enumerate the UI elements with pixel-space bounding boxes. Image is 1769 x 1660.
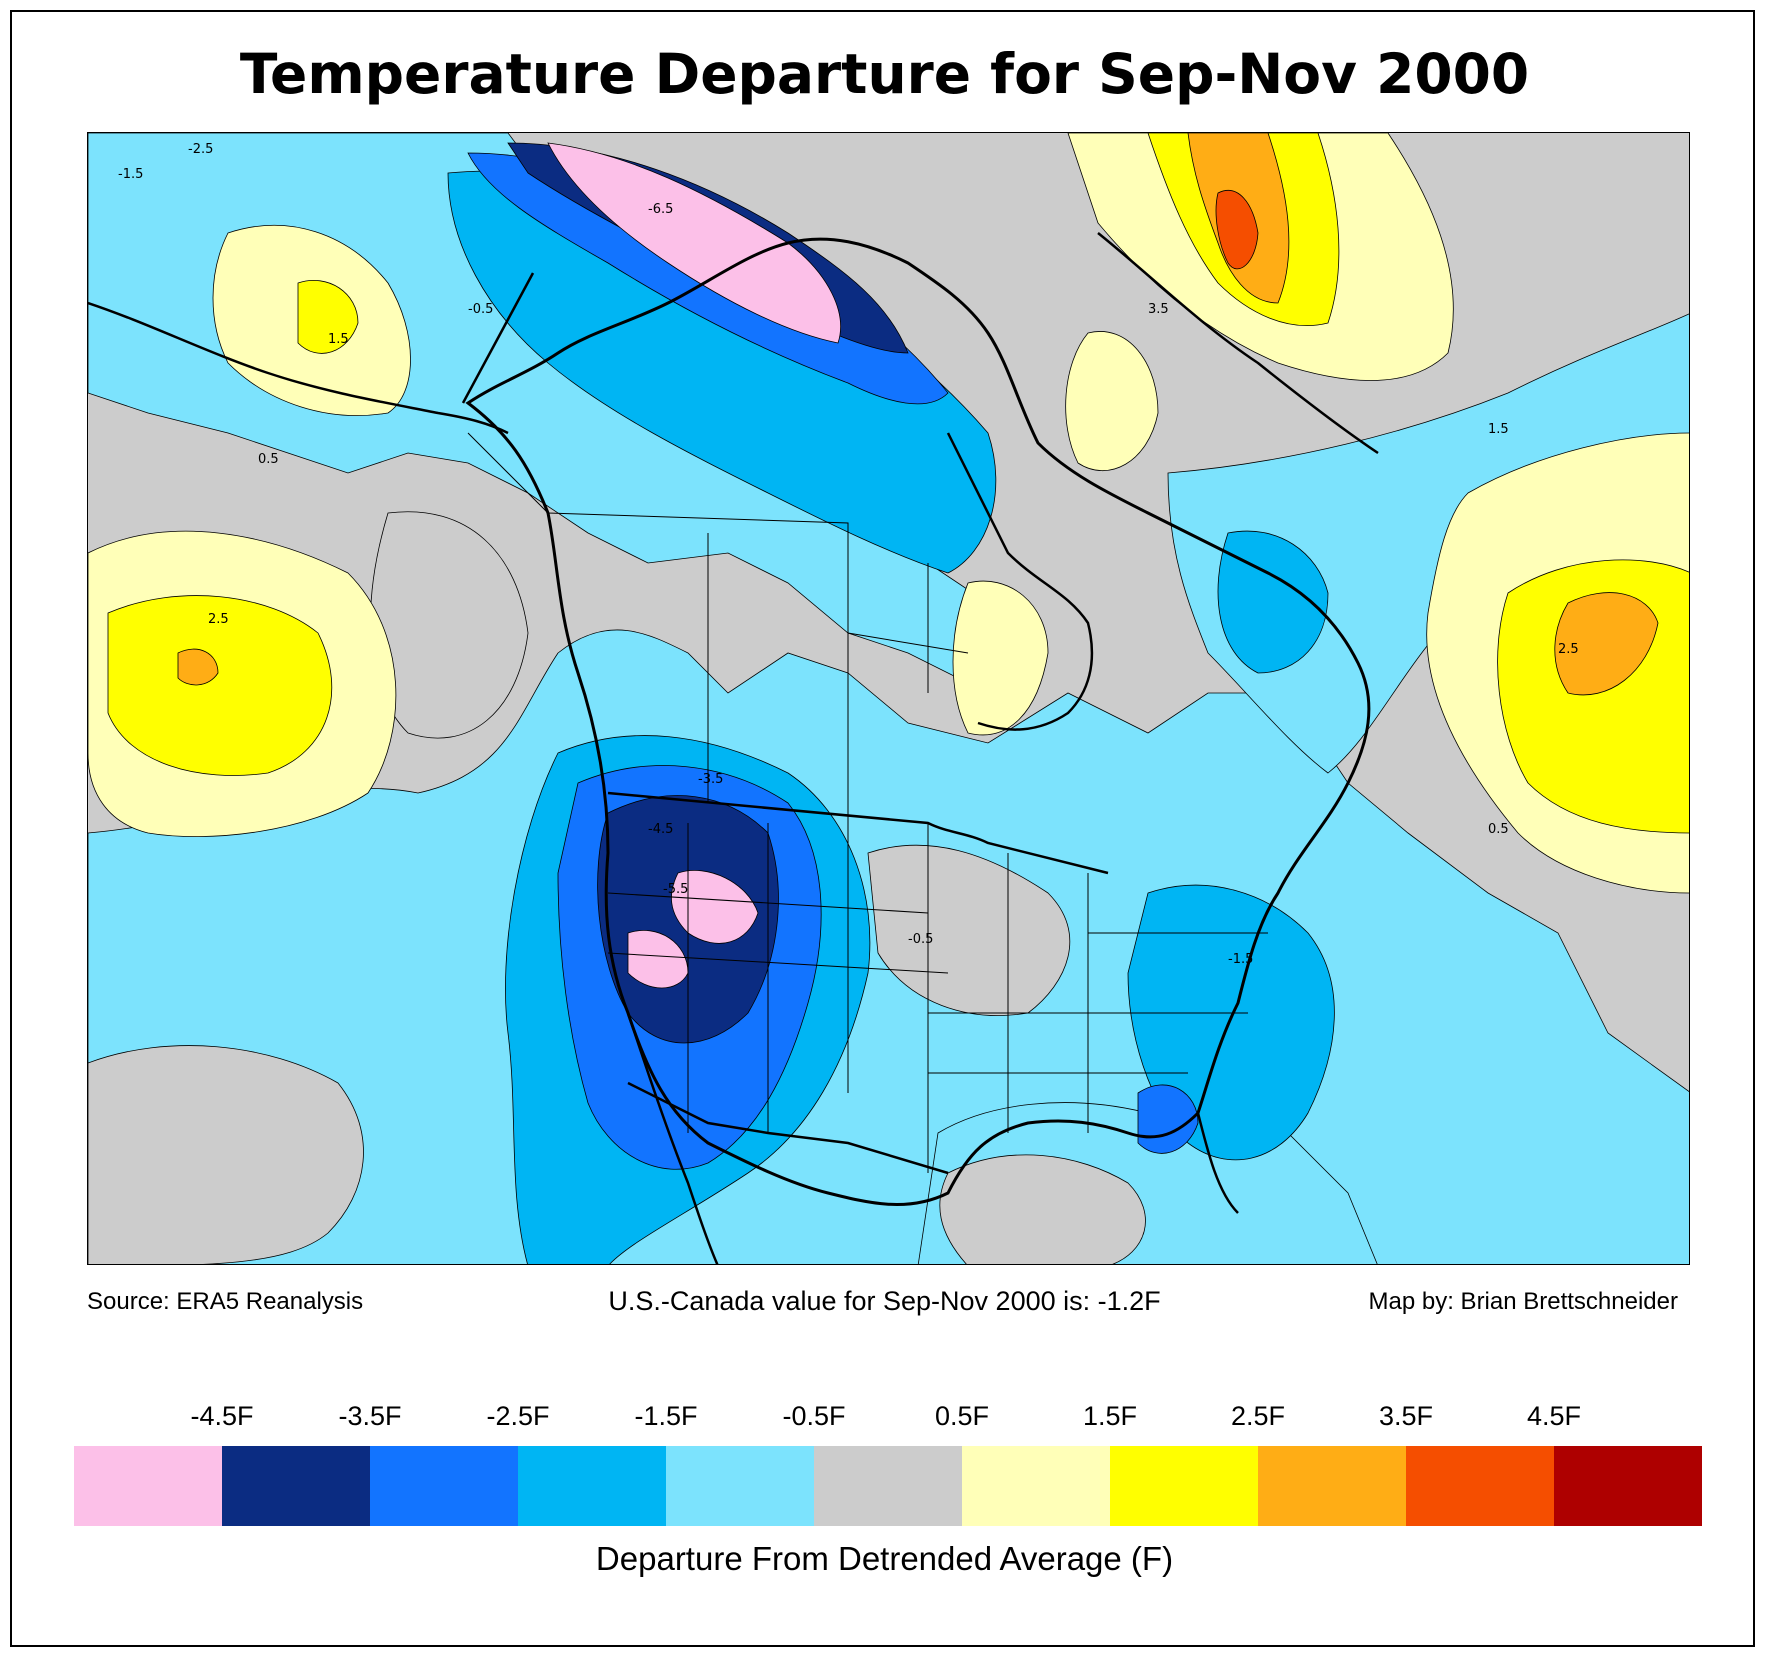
legend-swatch <box>1554 1446 1702 1526</box>
contour-label-2: -1.5 <box>118 167 143 182</box>
legend-swatch <box>370 1446 518 1526</box>
author-credit: Map by: Brian Brettschneider <box>1368 1288 1678 1315</box>
contour-label-15: -0.5 <box>908 932 933 947</box>
contour-label-5: 1.5 <box>328 332 349 347</box>
band-lightyellow-baffin <box>1065 331 1159 472</box>
coastline-north-america <box>465 237 1371 1207</box>
contour-label-10: -4.5 <box>648 822 673 837</box>
legend-colorbar <box>74 1446 1702 1526</box>
legend-label: -3.5F <box>338 1401 402 1431</box>
legend-swatch <box>1406 1446 1554 1526</box>
coastline-greenland <box>1097 232 1379 455</box>
legend-swatch <box>1110 1446 1258 1526</box>
legend-swatch <box>962 1446 1110 1526</box>
legend-swatch <box>1258 1446 1406 1526</box>
legend-label: -0.5F <box>782 1401 846 1431</box>
contour-label-13: 2.5 <box>1558 642 1579 657</box>
contour-label-8: -6.5 <box>648 202 673 217</box>
legend-title: Departure From Detrended Average (F) <box>595 1540 1174 1577</box>
contour-label-11: -3.5 <box>698 772 723 787</box>
legend-swatch <box>518 1446 666 1526</box>
band-midblue-labrador <box>1217 530 1329 674</box>
contour-label-14: 1.5 <box>1488 422 1509 437</box>
legend-label: -1.5F <box>634 1401 698 1431</box>
summary-value: U.S.-Canada value for Sep-Nov 2000 is: -… <box>608 1286 1161 1316</box>
contour-label-4: 0.5 <box>258 452 279 467</box>
band-pink-colorado <box>671 870 759 944</box>
contour-label-16: 0.5 <box>1488 822 1509 837</box>
contour-label-12: -1.5 <box>1228 952 1253 967</box>
band-orange-pacific <box>177 648 219 686</box>
legend-label: 2.5F <box>1230 1401 1286 1431</box>
band-yellow-pacific <box>107 595 333 776</box>
legend-label: 3.5F <box>1378 1401 1434 1431</box>
source-credit: Source: ERA5 Reanalysis <box>87 1288 364 1315</box>
border-alaska-canada <box>461 272 535 404</box>
legend-swatch <box>814 1446 962 1526</box>
border-provinces <box>467 432 969 823</box>
band-grey-pacific-sw <box>88 1045 364 1264</box>
coastline-florida <box>1196 1112 1239 1214</box>
legend-labels: -4.5F -3.5F -2.5F -1.5F -0.5F 0.5F 1.5F … <box>0 1401 1769 1437</box>
legend-label: 1.5F <box>1082 1401 1138 1431</box>
legend-swatch <box>666 1446 814 1526</box>
band-lightyellow-hudson <box>952 580 1049 736</box>
temperature-departure-map: -2.5 -1.5 -0.5 0.5 1.5 2.5 3.5 -6.5 -5.5… <box>87 132 1690 1265</box>
legend-swatch <box>222 1446 370 1526</box>
band-yellow-alaska <box>297 280 359 354</box>
coastline-hudson-bay <box>946 432 1094 731</box>
contour-label-1: -2.5 <box>188 142 213 157</box>
map-title: Temperature Departure for Sep-Nov 2000 <box>239 42 1530 106</box>
coastline-alaska <box>88 301 509 435</box>
legend-label: -2.5F <box>486 1401 550 1431</box>
contour-label-9: -5.5 <box>663 882 688 897</box>
legend-label: -4.5F <box>190 1401 254 1431</box>
band-grey-plains <box>867 844 1071 1016</box>
border-us-canada <box>607 791 1109 875</box>
band-orange-atlantic <box>1554 592 1659 696</box>
band-redorange-greenland <box>1215 190 1259 270</box>
legend-label: 4.5F <box>1526 1401 1582 1431</box>
legend-label: 0.5F <box>934 1401 990 1431</box>
contour-label-6: 2.5 <box>208 612 229 627</box>
legend-swatch <box>74 1446 222 1526</box>
contour-label-7: 3.5 <box>1148 302 1169 317</box>
border-states <box>607 823 1268 1173</box>
coastline-baja <box>626 1012 719 1264</box>
band-pink-arctic <box>547 142 841 344</box>
band-grey-mexico <box>939 1154 1146 1264</box>
contour-label-3: -0.5 <box>468 302 493 317</box>
